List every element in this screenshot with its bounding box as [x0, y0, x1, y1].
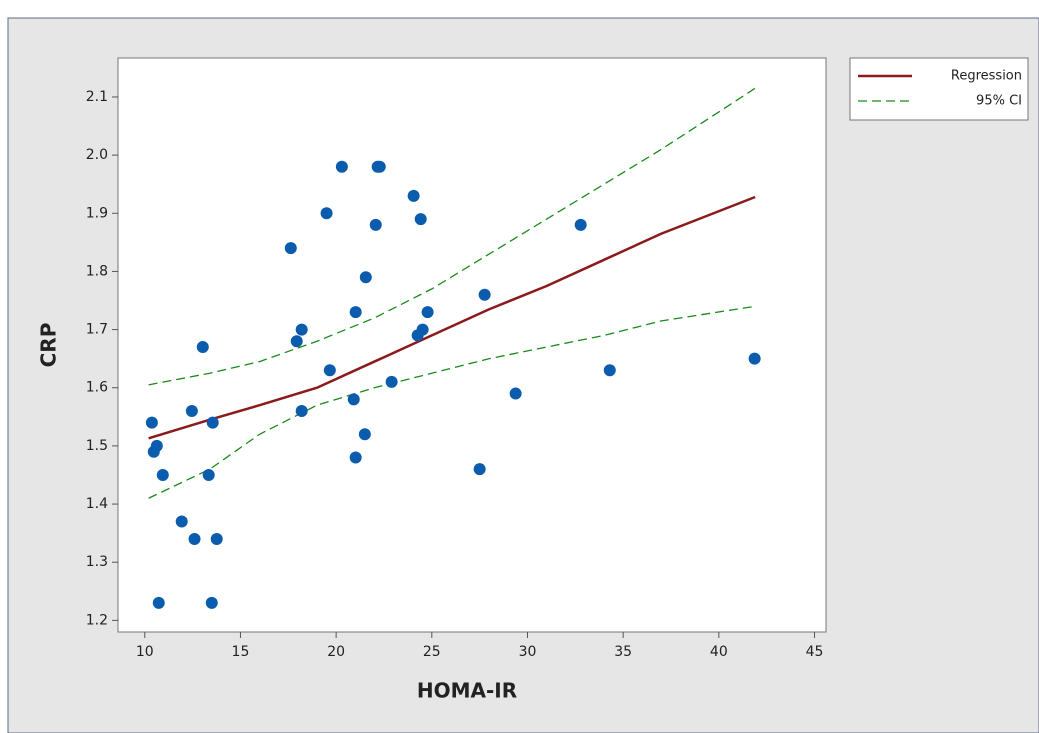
point [188, 532, 201, 545]
point [210, 532, 223, 545]
point [323, 364, 336, 377]
point [290, 335, 303, 348]
y-tick-label: 1.7 [86, 322, 108, 338]
point [206, 416, 219, 429]
fit-line [148, 195, 756, 440]
y-tick-label: 2.1 [86, 89, 108, 105]
point [414, 213, 427, 226]
x-tick-label: 20 [327, 644, 345, 660]
y-tick-label: 1.3 [86, 554, 108, 570]
legend [849, 57, 1029, 121]
point [295, 323, 308, 336]
point [359, 271, 372, 284]
point [603, 364, 616, 377]
y-tick-label: 1.9 [86, 205, 108, 221]
point [335, 160, 348, 173]
y-tick-label: 1.2 [86, 612, 108, 628]
x-tick-label: 35 [614, 644, 632, 660]
point [349, 451, 362, 464]
point [358, 428, 371, 441]
x-tick-label: 30 [519, 644, 537, 660]
point [421, 306, 434, 319]
y-tick-label: 1.8 [86, 263, 108, 279]
legend-label: 95% CI [976, 94, 1022, 109]
point [349, 306, 362, 319]
y-tick-label: 2.0 [86, 147, 108, 163]
point [196, 341, 209, 354]
y-tick-label: 1.4 [86, 496, 108, 512]
x-tick-label: 40 [710, 644, 728, 660]
fit-line [148, 87, 756, 386]
point [373, 160, 386, 173]
point [320, 207, 333, 220]
x-tick-label: 25 [423, 644, 441, 660]
y-tick-label: 1.5 [86, 438, 108, 454]
point [175, 515, 188, 528]
point [202, 468, 215, 481]
x-tick-label: 15 [232, 644, 250, 660]
point [185, 405, 198, 418]
y-axis-label: CRP [37, 323, 61, 368]
point [509, 387, 522, 400]
point [416, 323, 429, 336]
x-tick-label: 10 [136, 644, 154, 660]
point [473, 463, 486, 476]
point [748, 352, 761, 365]
point [152, 596, 165, 609]
x-tick-label: 45 [806, 644, 824, 660]
point [574, 218, 587, 231]
point [478, 288, 491, 301]
point [284, 242, 297, 255]
point [150, 439, 163, 452]
point [205, 596, 218, 609]
point [407, 189, 420, 202]
point [385, 375, 398, 388]
y-tick-label: 1.6 [86, 380, 108, 396]
point [156, 468, 169, 481]
point [347, 393, 360, 406]
point [295, 405, 308, 418]
fit-line [148, 305, 756, 499]
legend-label: Regression [951, 69, 1022, 84]
point [369, 218, 382, 231]
point [145, 416, 158, 429]
plot-area [117, 57, 827, 633]
x-axis-label: HOMA-IR [417, 679, 517, 703]
